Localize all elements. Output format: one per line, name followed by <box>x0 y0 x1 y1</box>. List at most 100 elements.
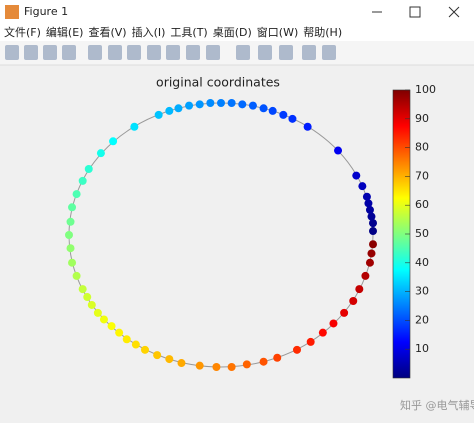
menu-item[interactable]: 文件(F) <box>4 25 41 39</box>
app-icon <box>5 5 19 19</box>
tool-button[interactable] <box>43 45 57 60</box>
tool-button[interactable] <box>322 45 336 60</box>
scatter-point <box>84 165 93 173</box>
scatter-point <box>303 122 312 131</box>
tool-button[interactable] <box>279 45 293 60</box>
tool-button[interactable] <box>62 45 76 60</box>
scatter-point <box>365 205 374 214</box>
scatter-point <box>68 258 77 267</box>
menu-item[interactable]: 编辑(E) <box>46 25 84 39</box>
colorbar-tick-label: 100 <box>415 83 436 96</box>
scatter-point <box>259 357 268 366</box>
scatter-point <box>72 190 81 199</box>
scatter-point <box>122 335 131 344</box>
scatter-point <box>242 360 251 369</box>
scatter-point <box>367 212 376 221</box>
scatter-point <box>185 101 194 110</box>
colorbar-tick-label: 60 <box>415 198 429 211</box>
tool-button[interactable] <box>24 45 38 60</box>
maximize[interactable] <box>409 6 421 18</box>
colorbar-tick-label: 70 <box>415 169 429 182</box>
tool-button[interactable] <box>206 45 220 60</box>
tool-button[interactable] <box>166 45 180 60</box>
scatter-point <box>334 146 343 155</box>
colorbar-tick-label: 10 <box>415 342 429 355</box>
colorbar-tick-label: 20 <box>415 313 429 326</box>
menu-item[interactable]: 插入(I) <box>132 25 166 39</box>
tool-button[interactable] <box>108 45 122 60</box>
tool-button[interactable] <box>127 45 141 60</box>
colorbar-tick-label: 50 <box>415 227 429 240</box>
scatter-point <box>66 244 75 253</box>
scatter-point <box>78 176 87 185</box>
scatter-point <box>361 271 370 280</box>
tool-button[interactable] <box>258 45 272 60</box>
scatter-point <box>369 227 377 236</box>
menu-item[interactable]: 查看(V) <box>88 25 126 39</box>
scatter-point <box>369 240 377 249</box>
scatter-point <box>195 100 204 109</box>
scatter-point <box>227 99 236 107</box>
scatter-point <box>115 328 124 337</box>
menu-item[interactable]: 工具(T) <box>170 26 207 39</box>
scatter-point <box>268 106 277 115</box>
scatter-point <box>93 308 102 317</box>
scatter-point <box>248 101 257 110</box>
scatter-point <box>288 114 297 123</box>
scatter-point <box>195 361 204 370</box>
scatter-point <box>259 104 268 113</box>
scatter-point <box>83 293 92 302</box>
scatter-point <box>99 315 108 324</box>
scatter-point <box>153 351 162 360</box>
scatter-point <box>68 203 77 212</box>
scatter-point <box>65 231 73 239</box>
scatter-point <box>96 149 105 158</box>
scatter-point <box>329 319 338 328</box>
tool-button[interactable] <box>186 45 200 60</box>
tool-button[interactable] <box>88 45 102 60</box>
menu-item[interactable]: 桌面(D) <box>213 26 252 39</box>
scatter-point <box>174 104 183 113</box>
tool-button[interactable] <box>302 45 316 60</box>
scatter-point <box>349 297 358 305</box>
scatter-point <box>352 171 361 180</box>
scatter-point <box>154 110 163 119</box>
scatter-point <box>131 340 140 349</box>
scatter-point <box>109 137 118 146</box>
menu-bar <box>0 24 474 41</box>
scatter-point <box>367 249 376 258</box>
scatter-point <box>177 359 186 368</box>
scatter-point <box>212 363 221 371</box>
scatter-point <box>273 353 282 362</box>
scatter-point <box>358 182 367 191</box>
scatter-point <box>227 363 236 371</box>
scatter-point <box>279 110 288 119</box>
scatter-point <box>130 122 139 131</box>
colorbar-tick-label: 40 <box>415 256 429 269</box>
scatter-point <box>165 106 174 115</box>
scatter-point <box>72 271 81 280</box>
scatter-point <box>306 337 315 346</box>
scatter-point <box>364 199 373 208</box>
menu-item[interactable]: 帮助(H) <box>303 25 342 39</box>
title-bar <box>0 0 474 24</box>
window-title: Figure 1 <box>24 5 68 18</box>
scatter-point <box>78 285 87 294</box>
watermark: 知乎 @电气辅导帮 <box>400 398 474 412</box>
tool-button[interactable] <box>236 45 250 60</box>
scatter-point <box>107 322 116 331</box>
menu-item[interactable]: 窗口(W) <box>257 25 298 39</box>
tool-button[interactable] <box>147 45 161 60</box>
close[interactable] <box>448 6 460 18</box>
scatter-point <box>369 219 377 228</box>
scatter-point <box>206 99 215 107</box>
scatter-point <box>365 258 374 267</box>
chart-title: original coordinates <box>156 75 280 90</box>
scatter-point <box>66 217 75 226</box>
scatter-point <box>238 100 247 109</box>
colorbar-tick-label: 30 <box>415 285 429 298</box>
scatter-point <box>217 99 225 107</box>
tool-button[interactable] <box>5 45 19 60</box>
